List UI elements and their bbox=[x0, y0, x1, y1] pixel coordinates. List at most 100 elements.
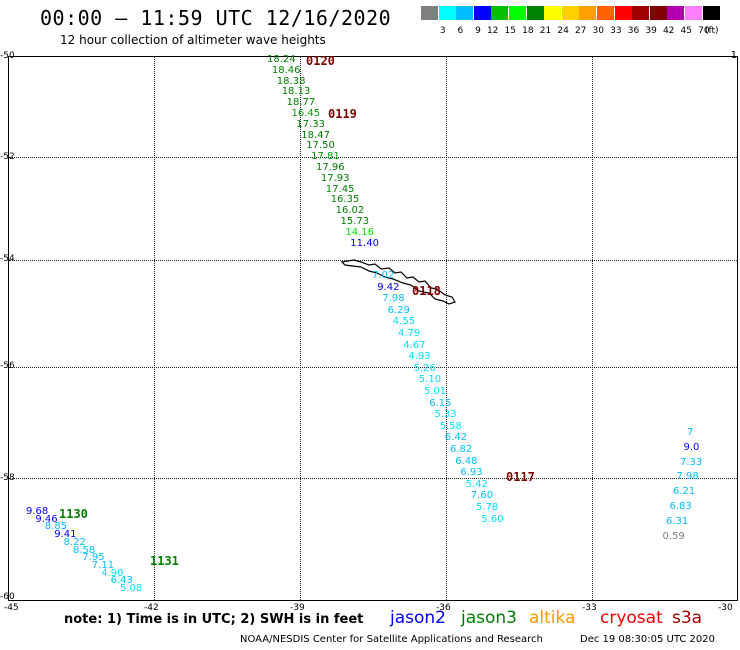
grid-line bbox=[9, 478, 737, 479]
satellite-legend-jason3: jason3 bbox=[461, 608, 517, 628]
wave-value: 6.83 bbox=[669, 501, 692, 512]
wave-value: 5.26 bbox=[413, 362, 436, 374]
legend-level: 6 bbox=[457, 26, 464, 36]
wave-value: 5.10 bbox=[418, 374, 442, 386]
wave-value: 7 bbox=[687, 427, 694, 438]
legend-swatch bbox=[544, 6, 562, 20]
footer-note: note: 1) Time is in UTC; 2) SWH is in fe… bbox=[64, 612, 364, 627]
wave-value: 9.0 bbox=[683, 441, 700, 453]
wave-value: 5.42 bbox=[465, 478, 488, 490]
grid-line bbox=[154, 57, 155, 600]
wave-value: 18.13 bbox=[281, 86, 311, 98]
wave-value: 9.41 bbox=[54, 529, 77, 541]
wave-value: 4.79 bbox=[398, 328, 421, 339]
wave-value: 6.93 bbox=[460, 467, 483, 479]
pass-time-label: 0118 bbox=[412, 284, 441, 298]
grid-line bbox=[592, 57, 593, 600]
wave-value: 9.42 bbox=[377, 281, 400, 293]
wave-value: 1 bbox=[730, 50, 737, 61]
map-subtitle: 12 hour collection of altimeter wave hei… bbox=[60, 33, 326, 47]
lon-label: -30 bbox=[718, 603, 733, 613]
wave-value: 18.77 bbox=[286, 97, 316, 109]
wave-value: 8.22 bbox=[63, 536, 86, 548]
pass-time-label: 1130 bbox=[59, 507, 88, 521]
south-georgia-coastline bbox=[340, 259, 456, 305]
pass-time-label: 0120 bbox=[306, 54, 335, 68]
lat-label: -52 bbox=[0, 152, 15, 162]
wave-value: 5.08 bbox=[120, 583, 143, 594]
wave-value: 9.46 bbox=[35, 513, 58, 525]
wave-value: 5.33 bbox=[434, 409, 457, 421]
lat-label: -56 bbox=[0, 361, 15, 371]
lon-label: -39 bbox=[290, 603, 305, 613]
lon-label: -45 bbox=[4, 603, 19, 613]
legend-level: 33 bbox=[610, 26, 622, 36]
pass-time-label: 1131 bbox=[150, 554, 179, 568]
wave-value: 5.58 bbox=[439, 420, 462, 432]
legend-swatch bbox=[509, 6, 526, 20]
legend-swatch bbox=[421, 6, 438, 20]
legend-level: 9 bbox=[475, 26, 481, 36]
wave-value: 18.38 bbox=[276, 75, 306, 87]
legend-swatch bbox=[473, 6, 491, 20]
wave-value: 6.48 bbox=[455, 455, 478, 467]
wave-value: 7.98 bbox=[382, 293, 405, 305]
grid-line bbox=[9, 367, 737, 368]
wave-value: 17.93 bbox=[320, 172, 350, 184]
wave-value: 7.11 bbox=[91, 559, 115, 571]
wave-value: 18.46 bbox=[271, 64, 301, 76]
legend-swatch bbox=[579, 6, 597, 20]
map-area[interactable]: 1 18.24 18.46 18.38 18.13 18.77 16.45 17.33 18.… bbox=[8, 50, 738, 601]
legend-swatch bbox=[561, 6, 579, 20]
legend-swatch bbox=[491, 6, 509, 20]
wave-value: 6.31 bbox=[666, 515, 689, 527]
grid-line bbox=[9, 157, 737, 158]
wave-value: 7.60 bbox=[470, 490, 494, 502]
satellite-legend-altika: altika bbox=[529, 608, 576, 628]
wave-value: 4.90 bbox=[101, 567, 124, 579]
wave-value: 16.45 bbox=[291, 108, 321, 119]
legend-swatch bbox=[702, 6, 720, 20]
legend-level: 12 bbox=[486, 26, 499, 36]
grid-line bbox=[446, 57, 447, 600]
legend-level: 24 bbox=[557, 26, 569, 36]
lon-label: -36 bbox=[436, 603, 451, 613]
legend-level: 3 bbox=[439, 26, 446, 36]
lat-label: -54 bbox=[0, 254, 15, 264]
legend-level: 42 bbox=[662, 26, 675, 36]
credit-text: NOAA/NESDIS Center for Satellite Applica… bbox=[240, 634, 543, 645]
wave-value: 5.78 bbox=[476, 502, 499, 513]
pass-time-label: 0117 bbox=[506, 470, 535, 484]
wave-value: 0.59 bbox=[662, 530, 685, 542]
legend-level: 21 bbox=[539, 26, 552, 36]
wave-value: 17.45 bbox=[325, 183, 355, 195]
map-title: 00:00 – 11:59 UTC 12/16/2020 bbox=[40, 6, 392, 30]
legend-swatch bbox=[597, 6, 614, 20]
wave-value: 7.02 bbox=[372, 270, 395, 281]
legend-swatch bbox=[667, 6, 685, 20]
legend-level: 15 bbox=[504, 26, 516, 36]
wave-value: 11.40 bbox=[350, 237, 379, 249]
wave-value: 7.33 bbox=[680, 456, 703, 468]
wave-value: 16.35 bbox=[330, 194, 360, 206]
wave-value: 9.68 bbox=[26, 506, 49, 517]
wave-value: 5.60 bbox=[481, 513, 504, 525]
legend-level: 45 bbox=[680, 26, 692, 36]
wave-value: 17.96 bbox=[316, 162, 345, 173]
wave-value: 17.33 bbox=[296, 118, 326, 130]
legend-swatch bbox=[632, 6, 650, 20]
wave-value: 4.67 bbox=[403, 339, 426, 351]
wave-value: 7.95 bbox=[82, 552, 105, 564]
grid-line bbox=[9, 260, 737, 261]
wave-value: 16.02 bbox=[335, 205, 365, 217]
wave-value: 8.58 bbox=[73, 544, 96, 556]
lat-label: -58 bbox=[0, 473, 15, 483]
wave-value: 18.47 bbox=[301, 129, 330, 141]
wave-value: 15.73 bbox=[340, 216, 370, 227]
wave-value: 6.42 bbox=[444, 432, 468, 444]
wave-value: 6.15 bbox=[429, 397, 452, 409]
satellite-legend-cryosat: cryosat bbox=[600, 608, 663, 628]
lon-label: -33 bbox=[582, 603, 597, 613]
legend-level: 36 bbox=[627, 26, 640, 36]
wave-value: 7.98 bbox=[676, 471, 699, 483]
